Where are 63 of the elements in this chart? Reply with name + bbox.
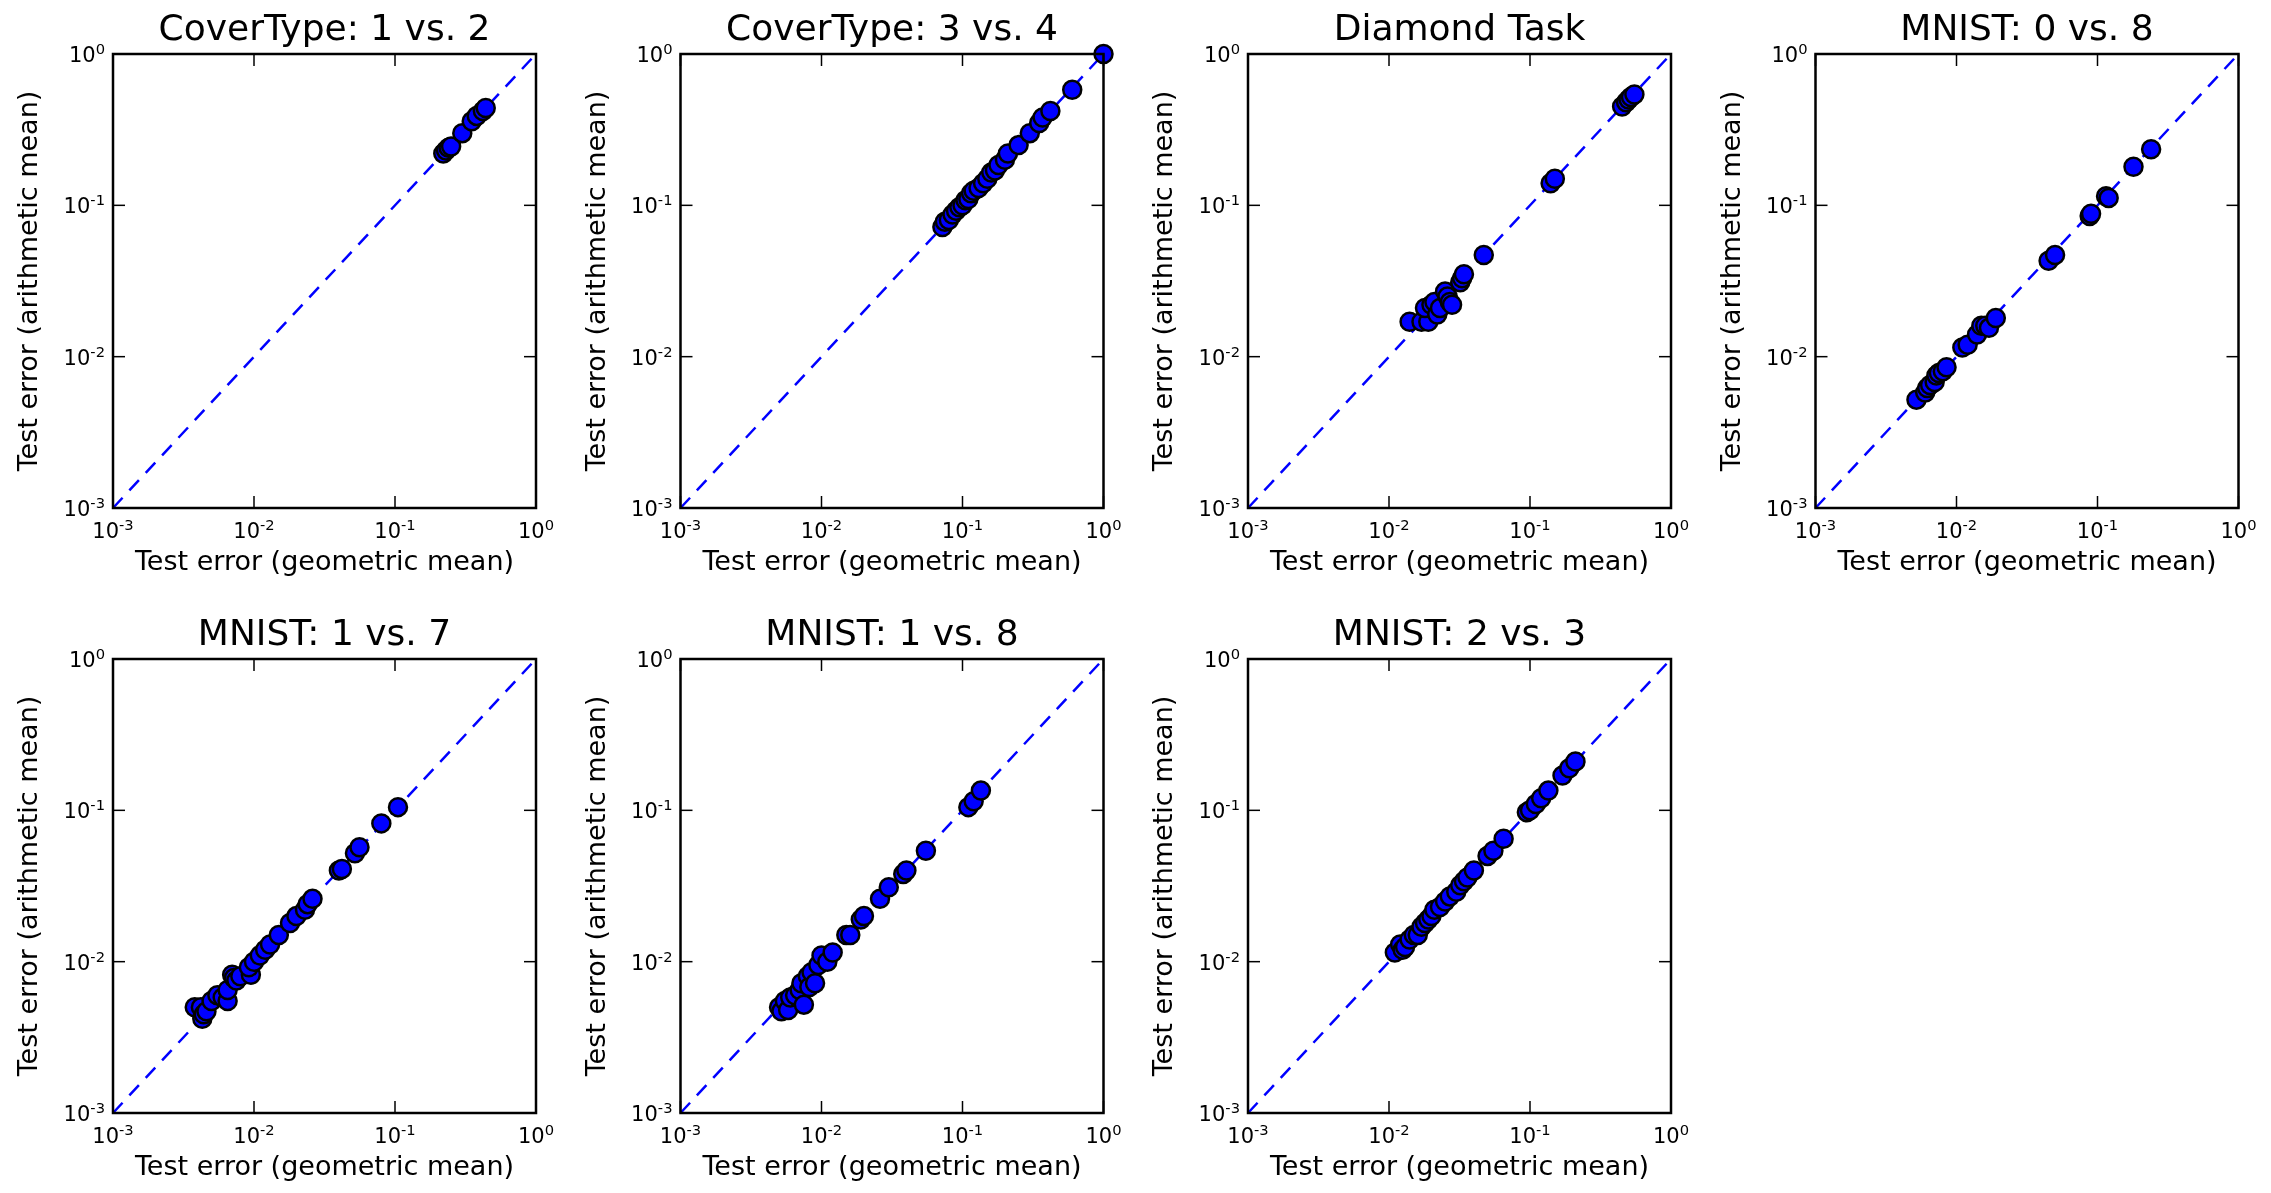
y-axis-title: Test error (arithmetic mean)	[579, 695, 611, 1078]
x-tick-label: 10$^{-2}$	[800, 1120, 843, 1148]
x-tick-label: 10$^{-2}$	[1935, 515, 1978, 543]
x-tick-label: 10$^{0}$	[1652, 1120, 1690, 1148]
y-axis-title: Test error (arithmetic mean)	[1147, 90, 1178, 473]
chart-title: MNIST: 1 vs. 7	[197, 612, 452, 653]
y-tick-label: 10$^{-2}$	[63, 947, 105, 975]
y-tick-label: 10$^{-1}$	[1198, 795, 1240, 824]
x-tick-label: 10$^{-2}$	[233, 1120, 275, 1148]
x-tick-label: 10$^{-1}$	[374, 515, 416, 543]
y-tick-label: 10$^{-1}$	[63, 795, 105, 824]
x-tick-label: 10$^{-1}$	[374, 1120, 416, 1148]
y-axis-title: Test error (arithmetic mean)	[1147, 695, 1178, 1078]
x-tick-label: 10$^{-2}$	[1368, 1120, 1410, 1148]
x-tick-label: 10$^{-2}$	[233, 515, 275, 543]
y-tick-label: 10$^{-2}$	[631, 342, 673, 370]
y-tick-label: 10$^{0}$	[1771, 39, 1808, 67]
x-tick-label: 10$^{-2}$	[1368, 515, 1410, 543]
chart-title: CoverType: 1 vs. 2	[158, 7, 491, 48]
y-tick-label: 10$^{0}$	[68, 39, 105, 67]
y-tick-label: 10$^{-2}$	[1198, 947, 1240, 975]
chart-title: MNIST: 2 vs. 3	[1332, 612, 1587, 653]
y-tick-label: 10$^{-1}$	[63, 190, 105, 219]
y-tick-label: 10$^{0}$	[636, 644, 673, 672]
x-axis-title: Test error (geometric mean)	[1268, 1150, 1650, 1181]
y-tick-label: 10$^{-2}$	[1766, 342, 1808, 370]
x-tick-label: 10$^{-2}$	[800, 515, 843, 543]
chart-title: MNIST: 0 vs. 8	[1900, 7, 2154, 48]
x-tick-label: 10$^{0}$	[2220, 515, 2257, 543]
x-tick-label: 10$^{0}$	[1652, 515, 1690, 543]
chart-title: Diamond Task	[1333, 7, 1586, 48]
x-tick-label: 10$^{-1}$	[1509, 515, 1551, 543]
y-tick-label: 10$^{0}$	[1203, 644, 1240, 672]
x-tick-label: 10$^{-1}$	[1509, 1120, 1551, 1148]
x-axis-title: Test error (geometric mean)	[133, 1150, 515, 1181]
y-tick-label: 10$^{-2}$	[1198, 342, 1240, 370]
x-tick-label: 10$^{-1}$	[941, 1120, 984, 1148]
x-axis-title: Test error (geometric mean)	[701, 545, 1082, 576]
y-axis-title: Test error (arithmetic mean)	[12, 695, 43, 1078]
x-tick-label: 10$^{-1}$	[941, 515, 984, 543]
y-tick-label: 10$^{-1}$	[631, 190, 673, 219]
y-tick-label: 10$^{-1}$	[631, 795, 673, 824]
y-tick-label: 10$^{-1}$	[1198, 190, 1240, 219]
x-tick-label: 10$^{0}$	[1085, 515, 1122, 543]
x-axis-title: Test error (geometric mean)	[1836, 545, 2217, 576]
x-tick-label: 10$^{0}$	[517, 1120, 555, 1148]
chart-title: MNIST: 1 vs. 8	[765, 612, 1019, 653]
x-tick-label: 10$^{0}$	[1085, 1120, 1122, 1148]
y-tick-label: 10$^{0}$	[68, 644, 105, 672]
y-tick-label: 10$^{-2}$	[63, 342, 105, 370]
y-axis-title: Test error (arithmetic mean)	[12, 90, 43, 473]
x-axis-title: Test error (geometric mean)	[1268, 545, 1650, 576]
y-tick-label: 10$^{0}$	[636, 39, 673, 67]
y-tick-label: 10$^{0}$	[1203, 39, 1240, 67]
y-axis-title: Test error (arithmetic mean)	[1714, 90, 1746, 473]
x-axis-title: Test error (geometric mean)	[701, 1150, 1082, 1181]
y-axis-title: Test error (arithmetic mean)	[579, 90, 611, 473]
x-tick-label: 10$^{0}$	[517, 515, 555, 543]
chart-title: CoverType: 3 vs. 4	[726, 7, 1058, 48]
x-tick-label: 10$^{-1}$	[2076, 515, 2119, 543]
y-tick-label: 10$^{-1}$	[1766, 190, 1808, 219]
y-tick-label: 10$^{-2}$	[631, 947, 673, 975]
x-axis-title: Test error (geometric mean)	[133, 545, 515, 576]
